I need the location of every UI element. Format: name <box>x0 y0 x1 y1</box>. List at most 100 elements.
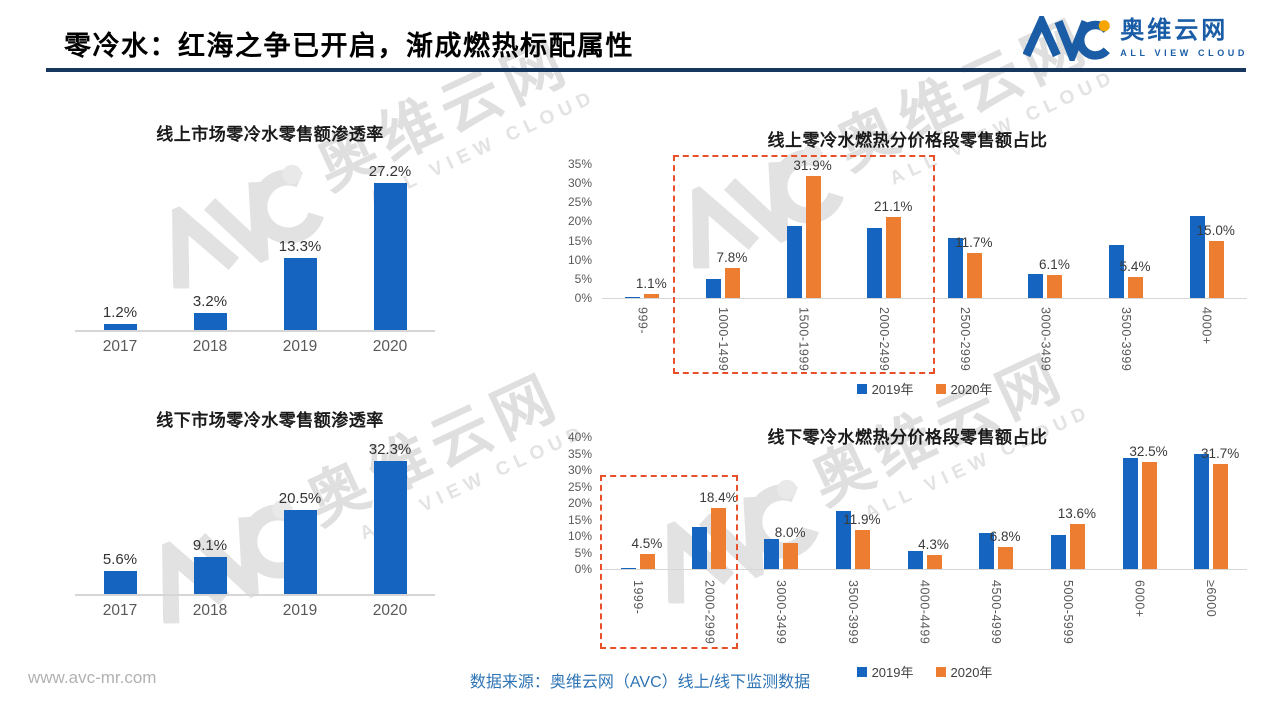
bar-2019 <box>283 258 317 330</box>
bar-2019年-≥6000 <box>1194 453 1210 569</box>
data-label: 1.1% <box>635 275 667 291</box>
x-axis: 2017 2018 2019 2020 <box>75 338 435 360</box>
data-label: 3.2% <box>192 292 228 310</box>
x-tick-label: 2018 <box>192 338 228 355</box>
bar-2020年-999- <box>644 293 660 298</box>
bar-2019年-2000-2999 <box>692 526 708 569</box>
bar-2020年-3500-3999 <box>1128 277 1144 298</box>
y-tick-label: 25% <box>567 479 592 494</box>
y-tick-label: 5% <box>574 271 592 286</box>
bar-2020年-2000-2999 <box>711 508 727 569</box>
x-tick-label: 3000-3499 <box>1038 307 1053 372</box>
x-tick-label: 1500-1999 <box>796 307 811 372</box>
x-tick-label: 2017 <box>102 602 138 619</box>
y-tick-label: 40% <box>567 430 592 444</box>
legend-swatch-2020 <box>935 666 946 677</box>
data-label: 13.3% <box>278 238 322 256</box>
bar-2019 <box>283 509 317 594</box>
data-label: 4.3% <box>918 536 949 552</box>
x-tick-label: 3500-3999 <box>1119 307 1134 372</box>
y-tick-label: 5% <box>574 545 592 560</box>
y-tick-label: 35% <box>567 446 592 461</box>
y-tick-label: 20% <box>567 214 592 229</box>
plot-area: 5.6% 9.1% 20.5% 32.3% <box>75 441 435 596</box>
legend-item-2020: 2020年 <box>935 662 992 681</box>
bar-2019年-4500-4999 <box>979 532 995 569</box>
x-tick-label: 1000-1499 <box>715 307 730 372</box>
bar-2018 <box>193 556 227 594</box>
data-label: 20.5% <box>278 489 322 507</box>
x-tick-label: 3000-3499 <box>774 580 789 645</box>
bar-2020年-1000-1499 <box>724 268 740 298</box>
bar-2020年-3000-3499 <box>1047 274 1063 298</box>
logo-company-name: 奥维云网 <box>1120 17 1229 44</box>
data-label: 31.7% <box>1201 446 1240 462</box>
chart-title: 线下零冷水燃热分价格段零售额占比 <box>767 428 1048 447</box>
data-label: 32.5% <box>1129 443 1168 459</box>
y-tick-label: 30% <box>567 463 592 477</box>
data-label: 21.1% <box>874 199 913 215</box>
data-source-note: 数据来源：奥维云网（AVC）线上/线下监测数据 <box>469 674 811 691</box>
x-tick-label: 2000-2499 <box>877 307 892 372</box>
bar-2020年-4000+ <box>1208 240 1224 298</box>
bar-2017 <box>103 323 137 330</box>
bar-2020年-2000-2499 <box>886 217 902 298</box>
x-tick-label: 2019 <box>282 338 318 355</box>
bar-2019年-5000-5999 <box>1050 535 1066 569</box>
data-label: 32.3% <box>368 441 412 459</box>
legend-swatch-2020 <box>935 383 946 394</box>
x-tick-label: ≥6000 <box>1204 580 1219 618</box>
y-axis: 0% 5% 10% 15% 20% 25% 30% 35% 40% <box>560 430 598 576</box>
avc-logo-mark-icon <box>1023 16 1111 61</box>
legend-item-2019: 2019年 <box>856 662 914 681</box>
x-tick-label: 2019 <box>282 602 318 619</box>
bar-2019年-3500-3999 <box>835 511 851 569</box>
bar-2020年-4500-4999 <box>998 546 1014 569</box>
bar-2020年-3000-3499 <box>783 542 799 569</box>
bar-2019年-4000+ <box>1189 216 1205 298</box>
x-tick-label: 3500-3999 <box>845 580 860 645</box>
bar-2020年-6000+ <box>1141 461 1157 569</box>
x-axis: 1999- 2000-2999 3000-3499 3500-3999 4000-449… <box>602 575 1247 655</box>
x-tick-label: 4500-4999 <box>989 580 1004 645</box>
page-title: 零冷水：红海之争已开启，渐成燃热标配属性 <box>64 31 634 61</box>
bar-2019年-6000+ <box>1122 458 1138 569</box>
y-axis: 0% 5% 10% 15% 20% 25% 30% 35% <box>560 157 598 305</box>
y-tick-label: 0% <box>574 291 592 305</box>
y-tick-label: 30% <box>567 176 592 191</box>
y-tick-label: 10% <box>567 529 592 543</box>
bar-2017 <box>103 570 137 594</box>
legend-swatch-2019 <box>856 383 867 394</box>
title-underline <box>46 68 1246 72</box>
bar-2020 <box>373 183 407 330</box>
plot-area: 4.5% 18.4% 8.0% 11.9% 4.3% 6.8% 13.6% 32.5% 31.7… <box>600 437 1247 649</box>
y-tick-label: 25% <box>567 195 592 210</box>
x-tick-label: 2018 <box>192 602 228 619</box>
y-tick-label: 15% <box>567 233 592 248</box>
data-label: 11.9% <box>843 511 881 527</box>
chart-title: 线下市场零冷水零售额渗透率 <box>156 411 384 430</box>
legend-item-2019: 2019年 <box>856 379 914 398</box>
bar-2020年-2500-2999 <box>966 253 982 298</box>
data-label: 4.5% <box>631 536 663 552</box>
bar-2020年-1999- <box>639 554 655 569</box>
data-label: 7.8% <box>716 250 748 266</box>
bar-2020年-1500-1999 <box>805 175 821 298</box>
logo-tagline: ALL VIEW CLOUD <box>1120 48 1248 58</box>
bar-2020 <box>373 461 407 594</box>
x-axis: 2017 2018 2019 2020 <box>75 602 435 624</box>
legend-item-2020: 2020年 <box>935 379 992 398</box>
chart-offline-price-segments: 线下零冷水燃热分价格段零售额占比 0% 5% 10% 15% 20% 25% 30% 35% 4… <box>560 415 1255 687</box>
chart-offline-penetration: 线下市场零冷水零售额渗透率 5.6% 9.1% 20.5% 32.3% 2017 201… <box>65 398 475 638</box>
data-label: 13.6% <box>1057 506 1096 522</box>
x-tick-label: 2020 <box>372 602 408 619</box>
bar-2019年-1999- <box>620 567 636 569</box>
x-axis: 999- 1000-1499 1500-1999 2000-2499 2500-2999… <box>602 302 1247 376</box>
data-label: 15.0% <box>1196 222 1235 238</box>
x-tick-label: 999- <box>635 307 650 335</box>
x-tick-label: 2017 <box>102 338 138 355</box>
data-label: 6.8% <box>989 528 1021 544</box>
chart-legend: 2019年 2020年 <box>602 662 1247 681</box>
y-tick-label: 10% <box>567 252 592 267</box>
